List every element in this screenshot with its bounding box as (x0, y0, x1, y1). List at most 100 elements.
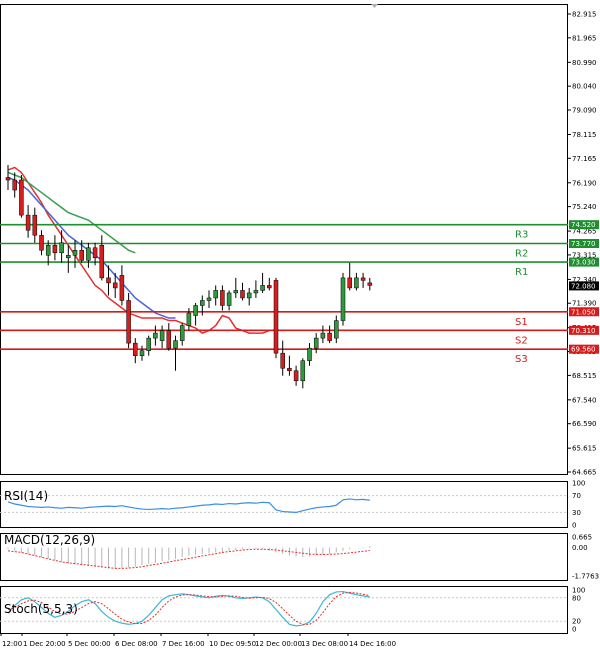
price-tick-label: 67.540 (572, 396, 597, 404)
current-price-text: 72.080 (571, 282, 596, 290)
level-price-tag (569, 220, 599, 230)
candle-body (340, 277, 346, 321)
stoch-tick-label: 20 (572, 618, 581, 626)
price-tick-label: 66.590 (572, 420, 597, 428)
candle-body (59, 242, 64, 254)
candle-body (253, 290, 259, 294)
level-price-tag-text: 73.770 (571, 240, 596, 248)
price-tick-label: 80.040 (572, 83, 597, 91)
level-price-tag-text: 71.050 (571, 308, 596, 316)
time-tick-label: 5 Dec 00:00 (68, 640, 111, 648)
candle-body (334, 320, 339, 339)
time-axis: 12:00 1 Dec 20:00 5 Dec 00:00 6 Dec 08:00 7 … (0, 633, 396, 648)
candle-body (293, 370, 299, 382)
candle-body (32, 214, 38, 236)
level-price-tag (569, 325, 599, 335)
price-tick-label: 80.990 (572, 59, 597, 67)
price-tick-label: 72.340 (572, 276, 597, 284)
candle-body (12, 179, 17, 191)
candle-body (354, 277, 359, 289)
rsi-tick-label: 70 (572, 492, 581, 500)
candle-body (25, 214, 31, 231)
level-price-tag-text: 69.560 (571, 346, 596, 354)
candle-body (179, 325, 185, 341)
rsi-panel: 100 70 30 0 RSI(14) (0, 480, 585, 530)
macd-tick-label: 0.665 (572, 534, 592, 542)
moving-average-line (7, 176, 176, 319)
level-label-s3: S3 (515, 354, 528, 365)
time-tick-label: 1 Dec 20:00 (23, 640, 66, 648)
candle-body (313, 337, 319, 349)
candle-body (5, 177, 11, 181)
level-price-tag (569, 344, 599, 354)
candle-body (360, 277, 366, 281)
candle-body (300, 360, 306, 382)
candle-body (139, 350, 145, 356)
moving-average-line (7, 171, 136, 254)
price-tick-label: 77.165 (572, 155, 597, 163)
candle-body (220, 290, 225, 306)
price-tick-label: 82.915 (572, 11, 597, 19)
price-tick-label: 81.965 (572, 34, 597, 42)
candle-body (213, 290, 218, 299)
candle-body (92, 247, 98, 259)
rsi-line (7, 498, 370, 514)
candle-body (240, 290, 245, 299)
level-price-tag (569, 257, 599, 267)
time-tick-label: 12:00 (2, 640, 22, 648)
stoch-tick-label: 0 (572, 626, 576, 634)
price-tick-label: 68.515 (572, 372, 597, 380)
rsi-tick-label: 100 (572, 480, 585, 488)
candle-body (173, 340, 178, 349)
candle-body (327, 332, 332, 341)
candle-body (320, 332, 326, 339)
time-tick-label: 13 Dec 08:00 (301, 640, 348, 648)
panel-border (0, 481, 568, 528)
candle-body (45, 245, 51, 256)
scroll-marker-icon (371, 4, 378, 8)
price-tick-label: 71.390 (572, 300, 597, 308)
level-price-tag-text: 70.310 (571, 327, 596, 335)
price-tick-label: 75.240 (572, 203, 597, 211)
level-label-s1: S1 (515, 317, 528, 328)
candle-body (86, 247, 91, 261)
candle-body (246, 292, 252, 299)
macd-panel: 0.665 0.00 -1.7763 MACD(12,26,9) (4, 533, 599, 581)
candle-body (226, 292, 232, 306)
candle-body (166, 330, 172, 349)
price-tick-label: 76.190 (572, 179, 597, 187)
candle-body (186, 312, 192, 326)
price-tick-label: 78.115 (572, 131, 597, 139)
stoch-main-line (7, 590, 370, 627)
candle-body (146, 337, 151, 351)
candle-body (200, 300, 205, 306)
price-tick-label: 74.265 (572, 228, 597, 236)
candle-body (112, 282, 118, 289)
level-price-tag-text: 73.030 (571, 259, 596, 267)
candle-body (126, 300, 131, 344)
stoch-tick-label: 80 (572, 594, 581, 602)
chart-frame (0, 4, 568, 634)
panel-border (0, 4, 568, 475)
level-price-tag (569, 239, 599, 249)
current-price-tag (569, 281, 599, 291)
panel-border (0, 586, 568, 634)
candle-body (153, 332, 158, 339)
price-tick-label: 79.090 (572, 106, 597, 114)
candle-body (267, 285, 272, 289)
panel-border (0, 533, 568, 581)
stoch-label: Stoch(5,5,3) (4, 602, 78, 616)
level-label-r2: R2 (515, 249, 528, 260)
macd-tick-label: 0.00 (572, 544, 588, 552)
candle-body (193, 305, 198, 316)
macd-signal-line (7, 548, 370, 569)
price-panel: 82.915 81.965 80.990 80.040 79.090 78.115 77.1… (0, 11, 599, 477)
candle-body (106, 277, 111, 284)
candle-body (119, 275, 125, 301)
price-tick-label: 73.315 (572, 251, 597, 259)
candle-body (233, 290, 239, 294)
time-tick-label: 10 Dec 09:50 (209, 640, 256, 648)
